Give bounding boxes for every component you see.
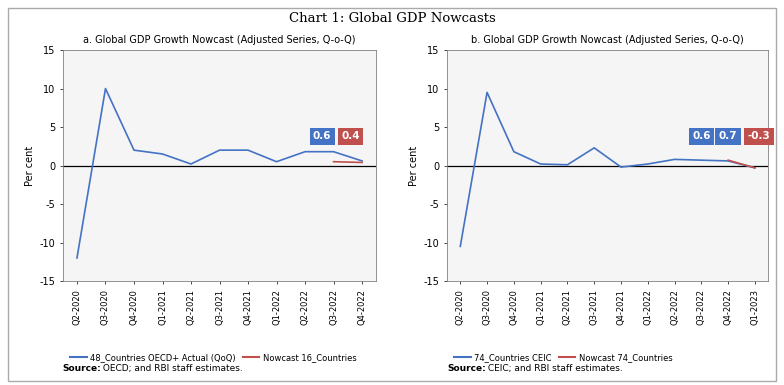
Text: OECD; and RBI staff estimates.: OECD; and RBI staff estimates.	[100, 364, 243, 373]
Legend: 74_Countries CEIC, Nowcast 74_Countries: 74_Countries CEIC, Nowcast 74_Countries	[451, 350, 676, 366]
Legend: 48_Countries OECD+ Actual (QoQ), Nowcast 16_Countries: 48_Countries OECD+ Actual (QoQ), Nowcast…	[67, 350, 360, 366]
Title: b. Global GDP Growth Nowcast (Adjusted Series, Q-o-Q): b. Global GDP Growth Nowcast (Adjusted S…	[471, 35, 744, 45]
Y-axis label: Per cent: Per cent	[409, 146, 419, 186]
Title: a. Global GDP Growth Nowcast (Adjusted Series, Q-o-Q): a. Global GDP Growth Nowcast (Adjusted S…	[83, 35, 356, 45]
Text: 0.7: 0.7	[719, 131, 738, 141]
Text: Source:: Source:	[447, 364, 485, 373]
Y-axis label: Per cent: Per cent	[25, 146, 35, 186]
Text: 0.6: 0.6	[313, 131, 332, 141]
Text: Chart 1: Global GDP Nowcasts: Chart 1: Global GDP Nowcasts	[289, 12, 495, 25]
Text: 0.6: 0.6	[692, 131, 710, 141]
Text: -0.3: -0.3	[748, 131, 771, 141]
Text: Source:: Source:	[63, 364, 101, 373]
Text: 0.4: 0.4	[341, 131, 360, 141]
Text: CEIC; and RBI staff estimates.: CEIC; and RBI staff estimates.	[485, 364, 622, 373]
